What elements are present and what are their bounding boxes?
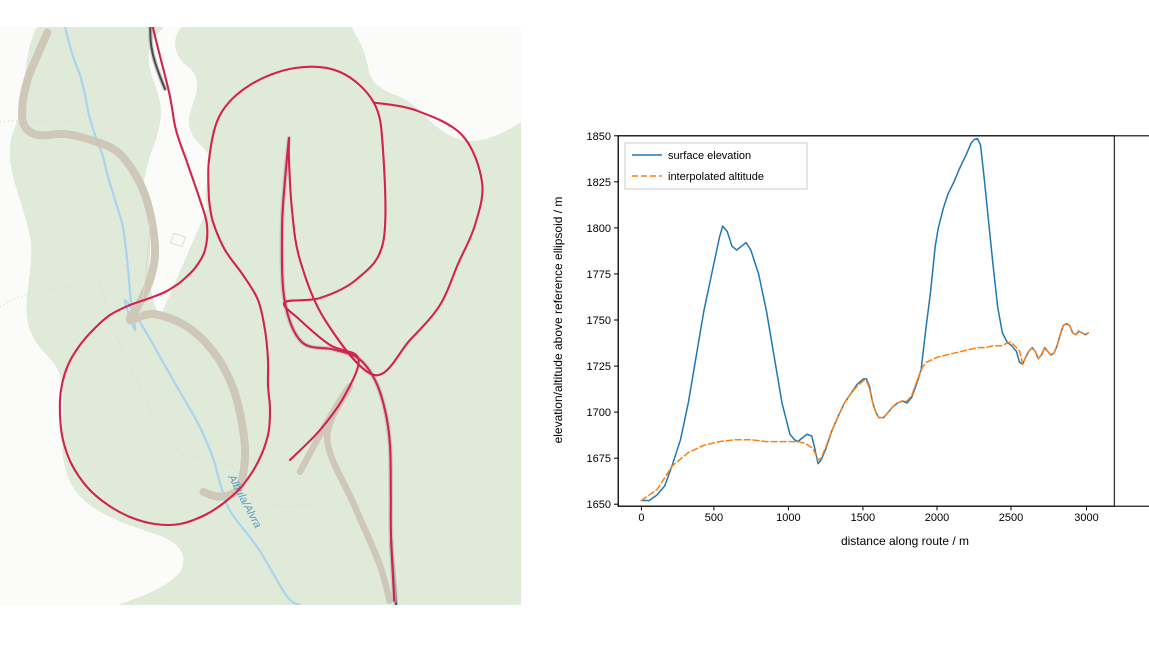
svg-text:1775: 1775 [587, 269, 611, 281]
svg-text:surface elevation: surface elevation [668, 150, 751, 162]
svg-text:1800: 1800 [587, 223, 611, 235]
svg-text:500: 500 [705, 512, 723, 524]
svg-text:1500: 1500 [851, 512, 875, 524]
svg-text:1725: 1725 [587, 361, 611, 373]
svg-text:0: 0 [638, 512, 644, 524]
svg-text:1650: 1650 [587, 499, 611, 511]
svg-text:1750: 1750 [587, 315, 611, 327]
svg-text:1825: 1825 [587, 177, 611, 189]
svg-text:2000: 2000 [925, 512, 949, 524]
svg-text:elevation/altitude above refer: elevation/altitude above reference ellip… [551, 197, 565, 444]
svg-text:interpolated altitude: interpolated altitude [668, 171, 764, 183]
svg-text:1000: 1000 [776, 512, 800, 524]
svg-text:2500: 2500 [999, 512, 1023, 524]
svg-text:1675: 1675 [587, 453, 611, 465]
svg-text:1850: 1850 [587, 131, 611, 143]
svg-text:distance along route / m: distance along route / m [841, 534, 969, 548]
svg-text:3000: 3000 [1074, 512, 1098, 524]
svg-text:1700: 1700 [587, 407, 611, 419]
